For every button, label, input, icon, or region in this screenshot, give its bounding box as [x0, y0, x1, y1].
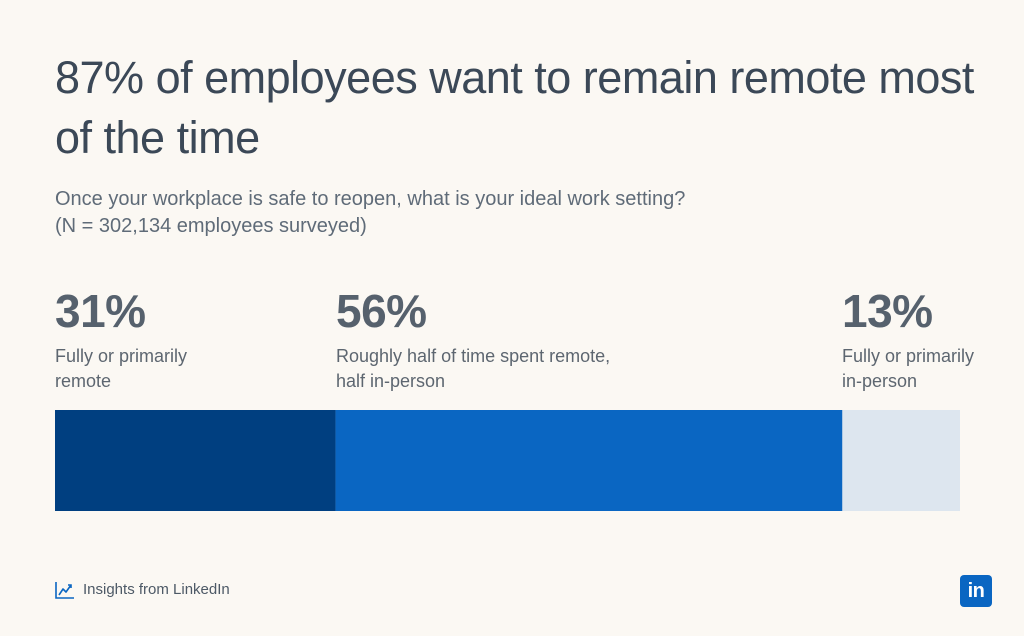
- footer-text: Insights from LinkedIn: [83, 581, 230, 598]
- stat-label: Fully or primarily remote: [55, 344, 275, 394]
- stacked-bar-svg: [55, 410, 960, 511]
- bar-segment-2: [335, 410, 843, 511]
- stat-label: Fully or primarily in-person: [842, 344, 1012, 394]
- stat-in-person: 13% Fully or primarily in-person: [842, 284, 1012, 394]
- stat-label-line-1: Fully or primarily: [842, 346, 975, 366]
- stat-value: 56%: [336, 285, 427, 337]
- stacked-bar-chart: [55, 410, 960, 511]
- survey-question-line-1: Once your workplace is safe to reopen, w…: [55, 188, 686, 210]
- stat-label-line-1: Fully or primarily: [55, 346, 188, 366]
- page-title: 87% of employees want to remain remote m…: [55, 52, 974, 163]
- linkedin-logo: in: [960, 575, 992, 607]
- stat-value: 31%: [55, 285, 146, 337]
- stat-label-line-2: in-person: [842, 371, 918, 391]
- footer-attribution: Insights from LinkedIn: [55, 580, 230, 600]
- stat-fully-remote: 31% Fully or primarily remote: [55, 284, 275, 394]
- stat-value: 13%: [842, 285, 933, 337]
- stat-label: Roughly half of time spent remote, half …: [336, 344, 696, 394]
- bar-segment-3: [842, 410, 960, 511]
- stat-hybrid: 56% Roughly half of time spent remote, h…: [336, 284, 696, 394]
- survey-question: Once your workplace is safe to reopen, w…: [55, 186, 955, 240]
- trend-chart-icon: [55, 582, 74, 599]
- survey-sample-size: (N = 302,134 employees surveyed): [55, 215, 367, 237]
- stat-label-line-2: remote: [55, 371, 112, 391]
- stat-label-line-2: half in-person: [336, 371, 446, 391]
- stat-label-line-1: Roughly half of time spent remote,: [336, 346, 611, 366]
- bar-segment-1: [55, 410, 336, 511]
- linkedin-logo-text: in: [967, 580, 985, 602]
